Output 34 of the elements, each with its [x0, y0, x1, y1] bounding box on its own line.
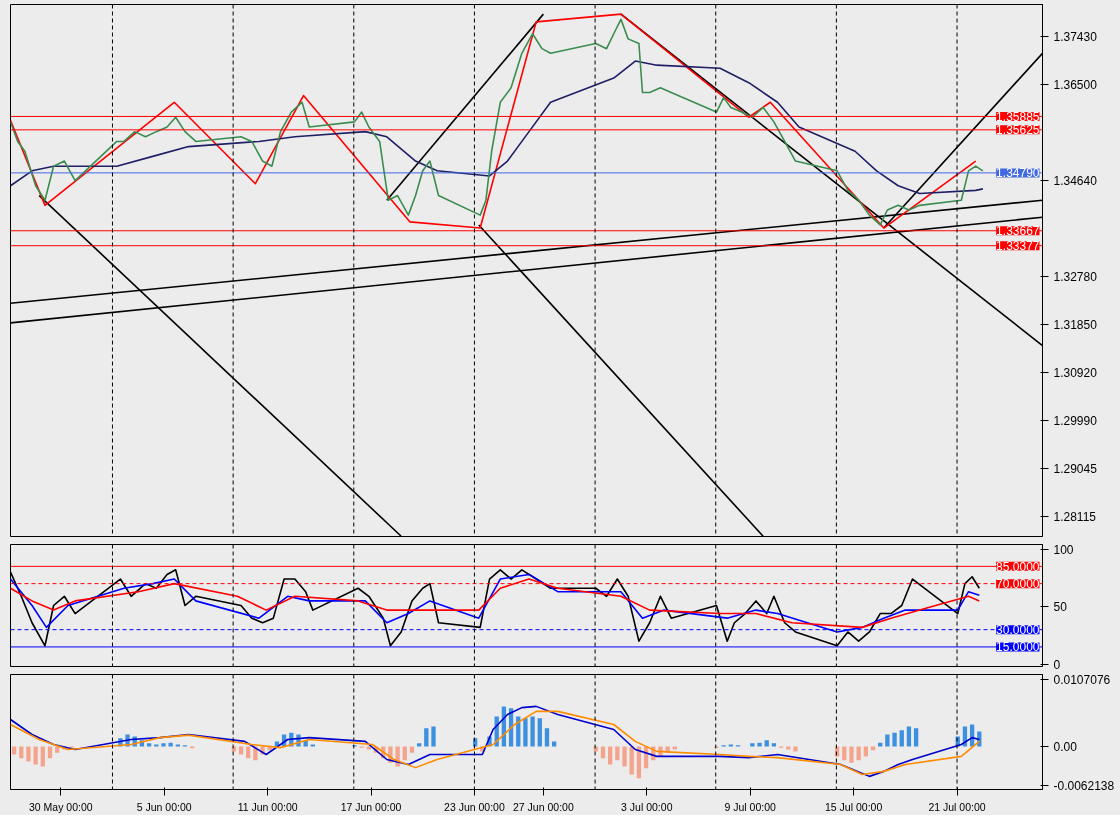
ref-line-label: 1.33377 [996, 239, 1040, 254]
x-tick-label: 15 Jul 00:00 [825, 800, 883, 813]
ref-line-label: 1.33667 [996, 224, 1040, 239]
y-tick-label: 1.28115 [1053, 510, 1097, 525]
y-tick-label: 1.29990 [1053, 413, 1098, 428]
y-tick-label: 0 [1053, 657, 1061, 672]
y-tick-label: 50 [1053, 600, 1068, 615]
x-tick-label: 9 Jul 00:00 [724, 800, 777, 813]
y-tick-label: 1.31850 [1053, 317, 1098, 332]
x-tick-label: 3 Jul 00:00 [621, 800, 673, 813]
x-tick-label: 30 May 00:00 [28, 800, 93, 813]
ref-line-label: 70.0000 [996, 577, 1040, 592]
y-tick-label: 1.34640 [1053, 174, 1098, 189]
ref-line-label: 1.35885 [996, 109, 1040, 124]
y-tick-label: 100 [1053, 542, 1074, 557]
y-tick-label: 1.30920 [1053, 365, 1098, 380]
y-tick-label: -0.0062138 [1053, 778, 1115, 793]
ref-line-label: 15.0000 [996, 640, 1040, 655]
ref-line-label: 1.35625 [996, 123, 1040, 138]
ref-line-label: 85.0000 [996, 559, 1040, 574]
x-tick-label: 17 Jun 00:00 [340, 800, 402, 813]
ref-line-label: 1.34790 [996, 166, 1040, 181]
y-tick-label: 1.36500 [1053, 78, 1098, 93]
x-tick-label: 11 Jun 00:00 [237, 800, 298, 813]
y-tick-label: 1.29045 [1053, 462, 1098, 477]
ref-line-label: 30.0000 [996, 623, 1040, 638]
y-tick-label: 1.37430 [1053, 30, 1098, 45]
x-tick-label: 27 Jun 00:00 [513, 800, 574, 813]
x-tick-label: 5 Jun 00:00 [136, 800, 192, 813]
y-tick-label: 1.32780 [1053, 269, 1098, 284]
y-tick-label: 0.0107076 [1053, 672, 1111, 687]
x-tick-label: 23 Jun 00:00 [444, 800, 505, 813]
x-tick-label: 21 Jul 00:00 [928, 800, 986, 813]
y-tick-label: 0.00 [1053, 739, 1078, 754]
